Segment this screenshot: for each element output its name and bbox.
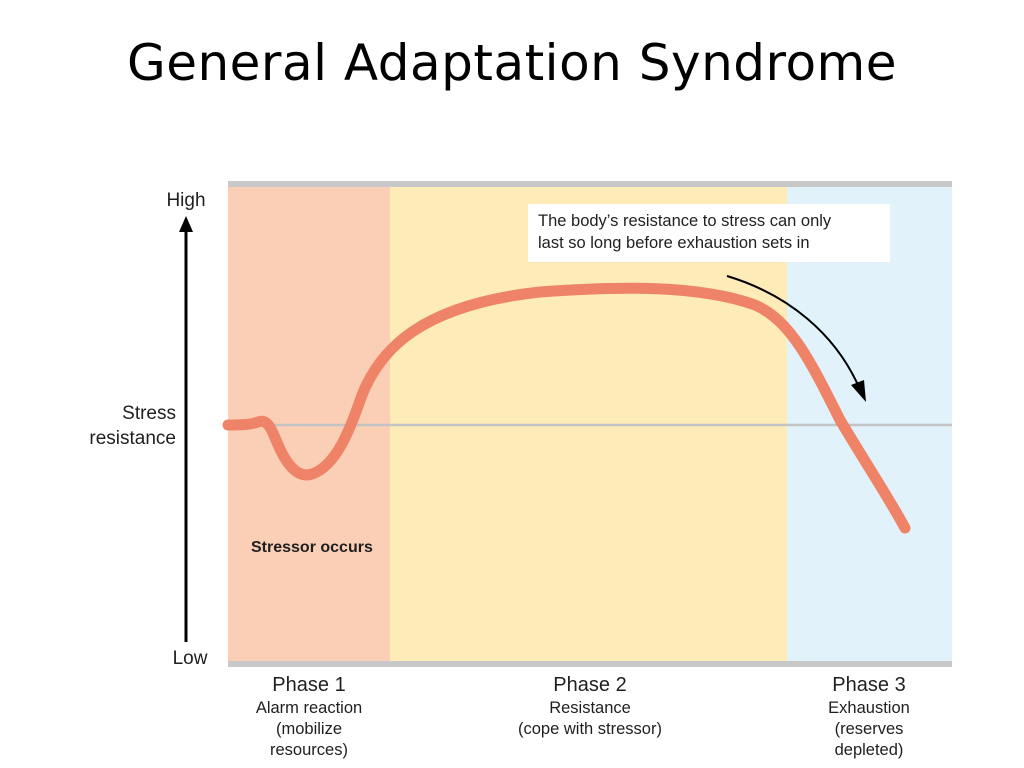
annotation-line-2: last so long before exhaustion sets in xyxy=(538,234,810,252)
phase-2-desc-2: (cope with stressor) xyxy=(518,720,662,738)
y-axis-arrowhead xyxy=(179,216,193,232)
top-frame-line xyxy=(228,181,952,187)
stressor-label: Stressor occurs xyxy=(251,539,373,556)
axis-ylabel-line-2: resistance xyxy=(89,428,176,449)
annotation-line-1: The body’s resistance to stress can only xyxy=(538,212,832,230)
annotation-arrow xyxy=(726,275,859,386)
resistance-curve xyxy=(222,282,911,534)
phase-2-title: Phase 2 xyxy=(553,674,626,696)
axis-high-label: High xyxy=(166,190,205,211)
axis-ylabel-line-1: Stress xyxy=(122,403,176,424)
annotation-box xyxy=(528,204,890,262)
axis-low-label: Low xyxy=(173,648,208,669)
phase-1-desc-1: Alarm reaction xyxy=(256,699,362,717)
annotation-arrowhead xyxy=(851,380,866,402)
phase-3-desc-2: (reserves xyxy=(835,720,904,738)
phase-3-desc-1: Exhaustion xyxy=(828,699,910,717)
phase-1-title: Phase 1 xyxy=(272,674,345,696)
phase-3-title: Phase 3 xyxy=(832,674,905,696)
bottom-frame-line xyxy=(228,661,952,667)
phase-3-desc-3: depleted) xyxy=(835,741,904,759)
slide-title: General Adaptation Syndrome xyxy=(126,34,898,92)
phase-1-desc-3: resources) xyxy=(270,741,348,759)
phase-2-desc-1: Resistance xyxy=(549,699,631,717)
phase-1-desc-2: (mobilize xyxy=(276,720,342,738)
